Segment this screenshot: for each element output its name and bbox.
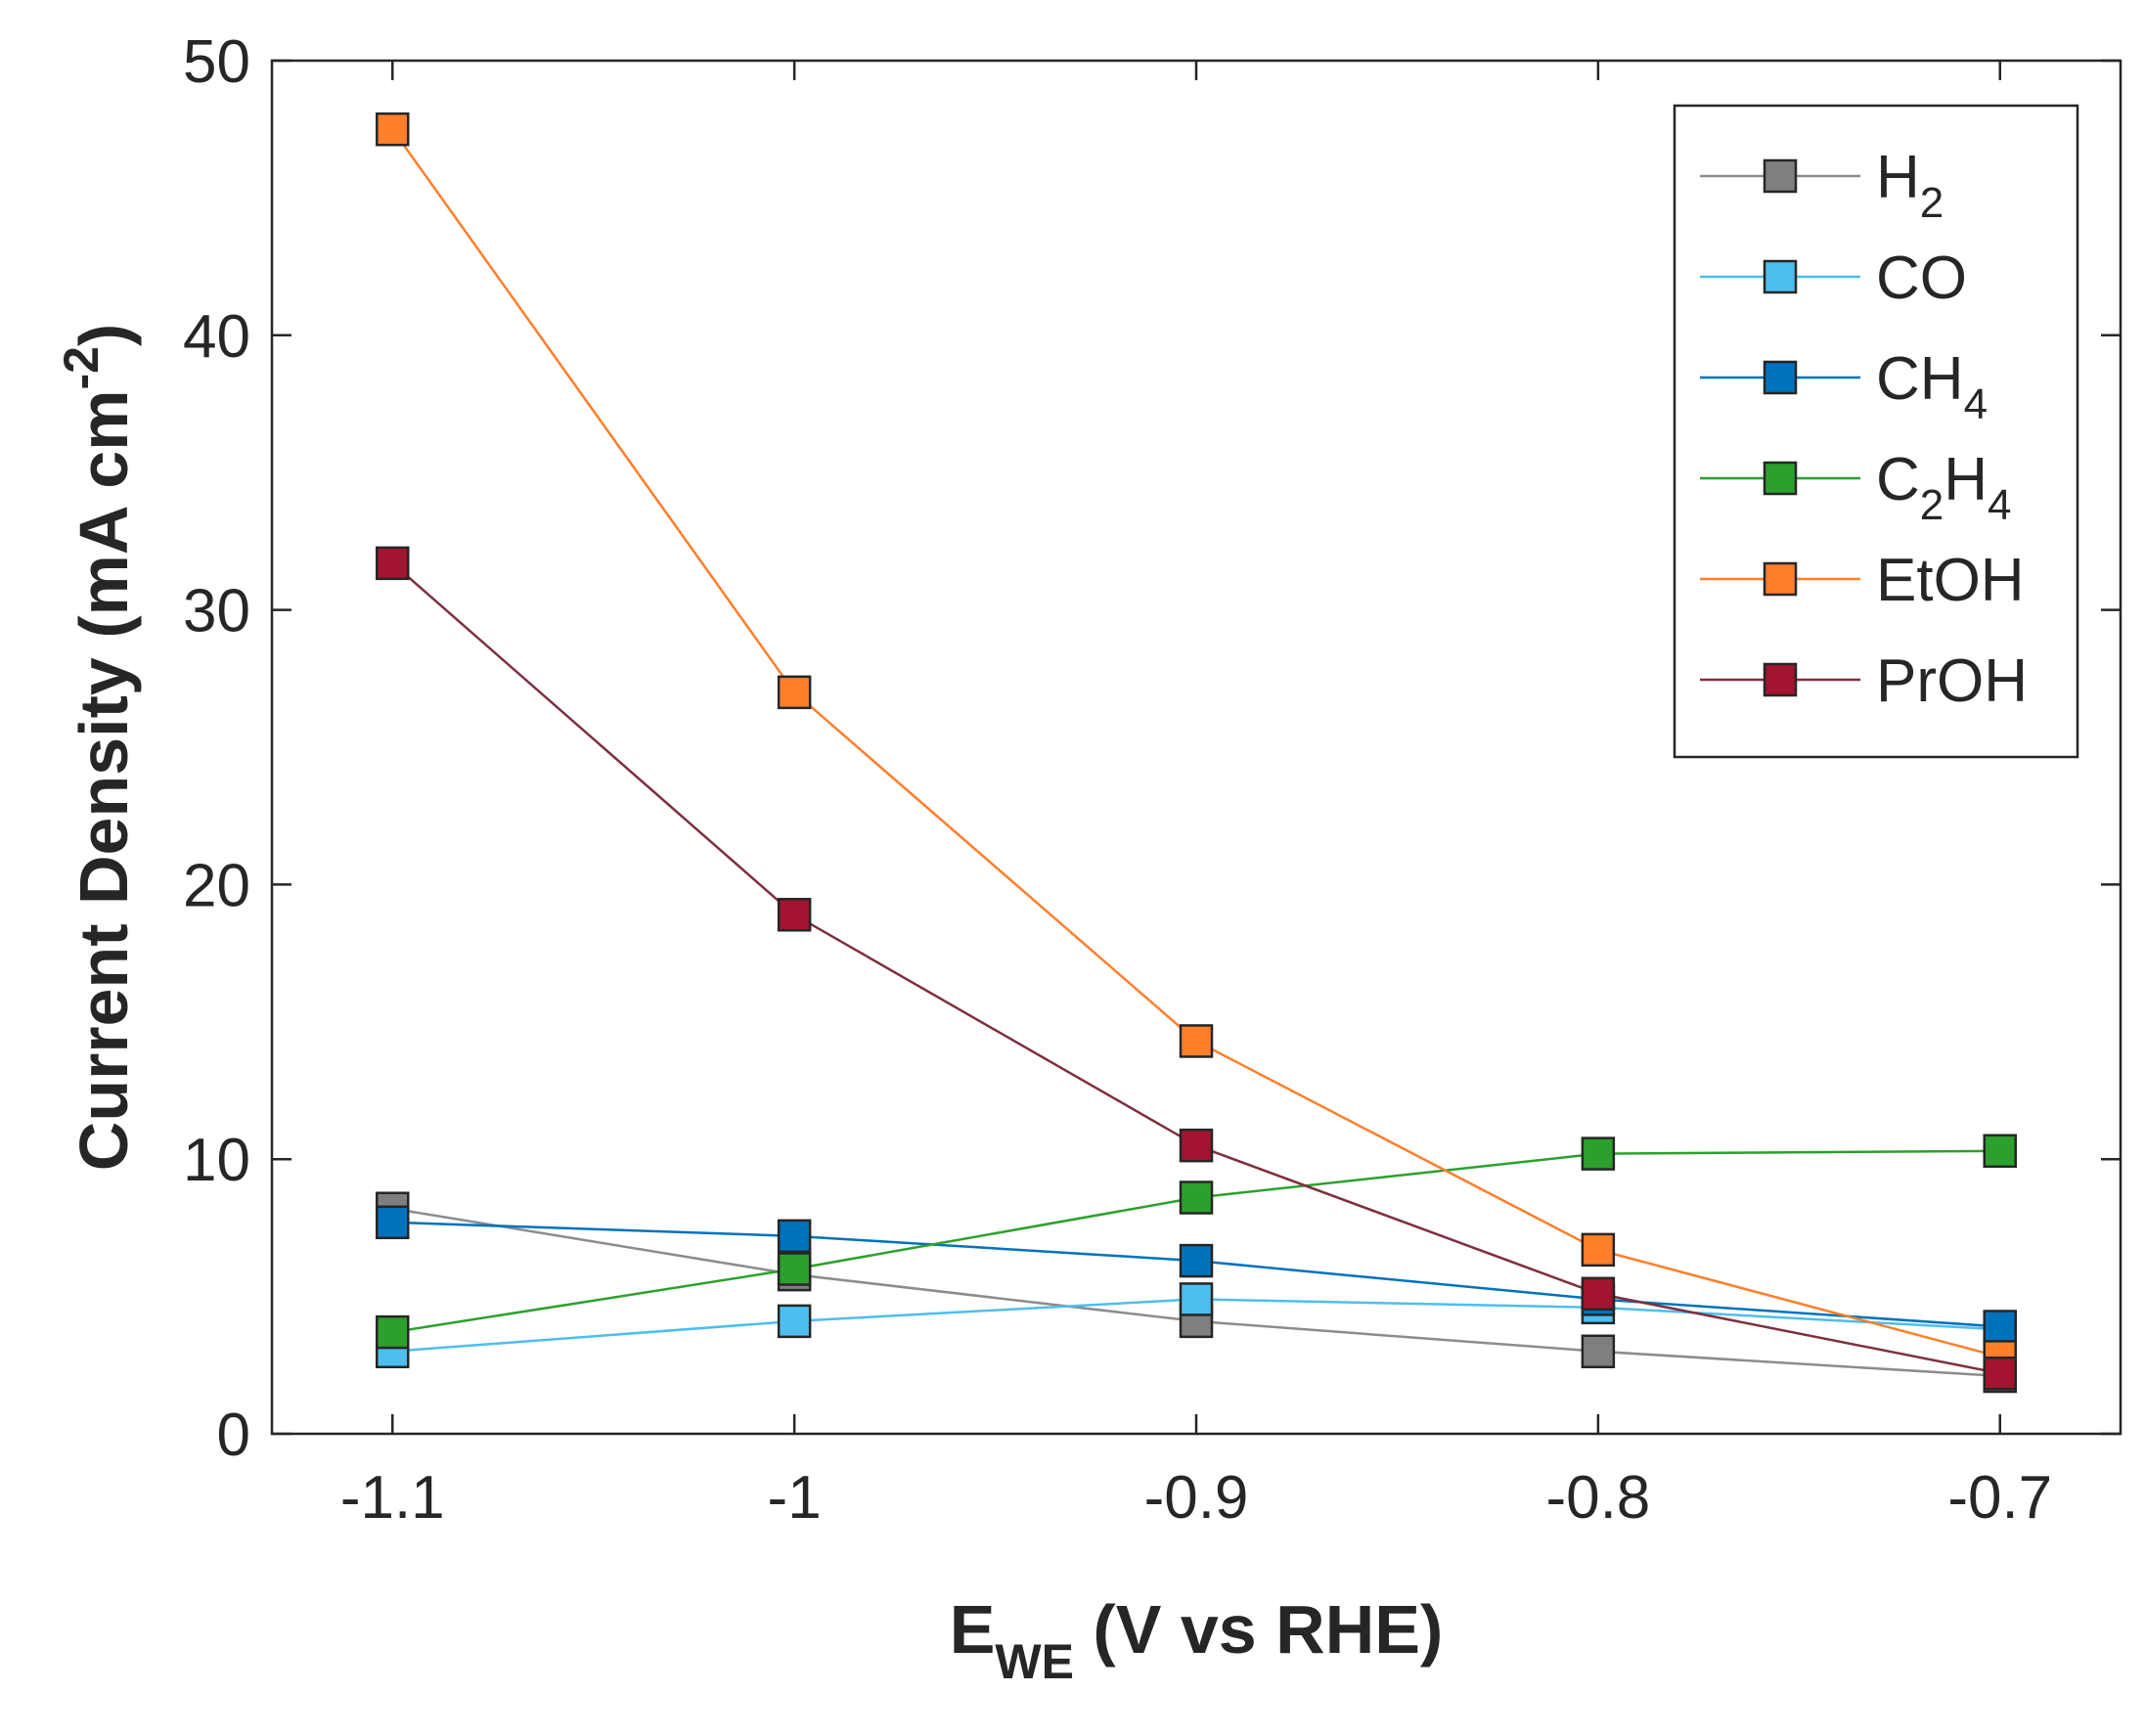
marker-ch4	[1983, 1310, 2017, 1344]
marker-etoh	[1179, 1024, 1214, 1058]
legend-marker-c2h4	[1763, 461, 1798, 496]
legend: H2 CO CH4 C2H4 EtOH PrOH	[1673, 104, 2079, 759]
x-axis-title-main: E	[950, 1591, 996, 1668]
legend-item-etoh: EtOH	[1700, 547, 2025, 614]
legend-label-c2h4: C2H4	[1876, 446, 2012, 529]
marker-ch4	[376, 1205, 410, 1240]
x-axis-title: EWE (V vs RHE)	[950, 1591, 1444, 1689]
legend-item-proh: PrOH	[1700, 647, 2028, 715]
marker-proh	[1983, 1356, 2017, 1391]
marker-proh	[1179, 1128, 1214, 1163]
legend-box	[1673, 104, 2079, 759]
y-tick-label: 10	[183, 1127, 250, 1194]
x-axis-title-subscript: WE	[995, 1634, 1074, 1689]
marker-proh	[376, 546, 410, 581]
legend-marker-h2	[1763, 158, 1798, 194]
legend-item-c2h4: C2H4	[1700, 446, 2012, 529]
marker-ch4	[1179, 1243, 1214, 1278]
x-tick-label: -1.1	[340, 1464, 445, 1532]
y-axis-title-main: Current Density (mA cm	[66, 390, 142, 1172]
x-tick-label: -1	[768, 1464, 822, 1532]
legend-item-ch4: CH4	[1700, 345, 1988, 428]
legend-label-ch4: CH4	[1876, 345, 1988, 428]
marker-c2h4	[1983, 1134, 2017, 1169]
x-tick-label: -0.9	[1144, 1464, 1249, 1532]
marker-co	[777, 1304, 812, 1339]
x-axis-title-rest: (V vs RHE)	[1074, 1591, 1443, 1668]
y-axis-title: Current Density (mA cm-2)	[54, 324, 142, 1171]
marker-c2h4	[1581, 1136, 1616, 1171]
marker-ch4	[777, 1219, 812, 1254]
series-markers	[376, 111, 2017, 1394]
legend-label-etoh: EtOH	[1876, 547, 2025, 614]
marker-proh	[1581, 1276, 1616, 1312]
legend-label-proh: PrOH	[1876, 647, 2028, 715]
y-tick-label: 40	[183, 303, 250, 371]
plot-frame	[270, 59, 2123, 1436]
marker-c2h4	[376, 1314, 410, 1350]
y-tick-label: 0	[217, 1402, 250, 1469]
y-tick-label: 20	[183, 852, 250, 919]
x-tick-label: -0.7	[1947, 1464, 2052, 1532]
marker-h2	[1581, 1334, 1616, 1369]
y-tick-label: 50	[183, 28, 250, 96]
legend-item-co: CO	[1700, 245, 1967, 312]
legend-label-h2: H2	[1876, 144, 1944, 227]
legend-marker-ch4	[1763, 360, 1798, 395]
marker-proh	[777, 898, 812, 932]
x-tick-label: -0.8	[1545, 1464, 1650, 1532]
legend-marker-proh	[1763, 662, 1798, 697]
legend-label-co: CO	[1876, 245, 1967, 312]
marker-co	[1179, 1282, 1214, 1316]
y-axis-title-end: )	[66, 324, 142, 346]
legend-marker-co	[1763, 259, 1798, 294]
marker-etoh	[376, 111, 410, 147]
legend-marker-etoh	[1763, 561, 1798, 597]
marker-etoh	[777, 675, 812, 710]
marker-c2h4	[777, 1252, 812, 1286]
y-tick-label: 30	[183, 578, 250, 645]
tick-labels: -1.1 -1 -0.9 -0.8 -0.7 0 10 20 30 40 50	[183, 28, 2052, 1532]
marker-c2h4	[1179, 1180, 1214, 1215]
marker-etoh	[1581, 1232, 1616, 1268]
y-axis-title-superscript: -2	[54, 346, 109, 389]
legend-item-h2: H2	[1700, 144, 1944, 227]
